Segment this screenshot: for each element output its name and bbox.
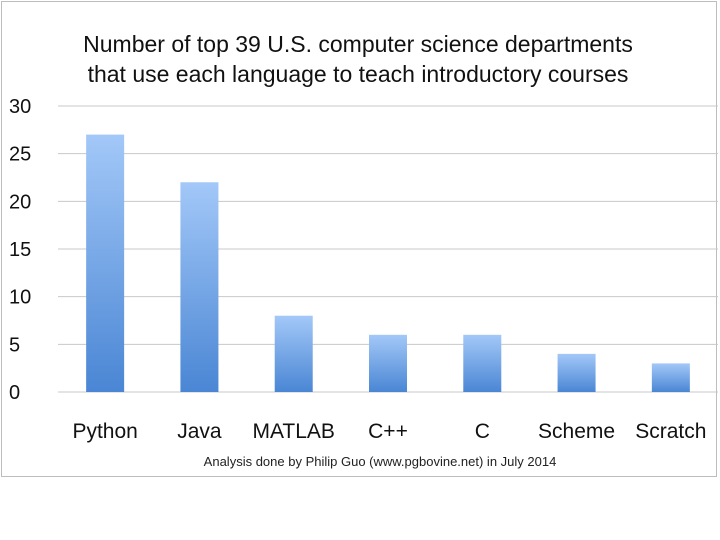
bar-c- <box>369 334 407 392</box>
y-tick-label: 30 <box>9 96 31 118</box>
bar-scratch <box>651 363 690 392</box>
analysis-footnote: Analysis done by Philip Guo (www.pgbovin… <box>204 454 557 469</box>
y-tick-label: 25 <box>9 144 31 166</box>
bar-scheme <box>557 353 596 392</box>
chart-title-line-2: that use each language to teach introduc… <box>88 61 629 87</box>
bars <box>86 134 690 392</box>
y-tick-label: 5 <box>9 334 20 356</box>
x-category-label: Python <box>72 420 137 443</box>
chart-title-line-1: Number of top 39 U.S. computer science d… <box>83 31 633 57</box>
x-category-label: MATLAB <box>252 420 334 443</box>
bar-matlab <box>274 315 313 392</box>
y-tick-label: 15 <box>9 239 31 261</box>
x-category-label: Scheme <box>538 420 615 443</box>
x-category-label: Java <box>177 420 222 443</box>
bar-python <box>86 134 125 392</box>
y-tick-label: 20 <box>9 191 31 213</box>
y-axis-ticks: 0 5 10 15 20 25 30 <box>9 96 31 404</box>
bar-java <box>180 182 219 392</box>
x-category-label: C <box>475 420 490 443</box>
gridlines <box>58 105 718 393</box>
bar-c <box>463 334 502 392</box>
x-axis-labels: Python Java MATLAB C++ C Scheme Scratch <box>72 420 706 443</box>
x-category-label: C++ <box>368 420 408 443</box>
x-category-label: Scratch <box>635 420 706 443</box>
y-tick-label: 0 <box>9 382 20 404</box>
y-tick-label: 10 <box>9 287 31 309</box>
